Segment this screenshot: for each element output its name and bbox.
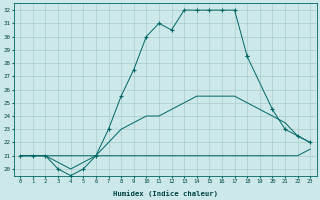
X-axis label: Humidex (Indice chaleur): Humidex (Indice chaleur) bbox=[113, 190, 218, 197]
